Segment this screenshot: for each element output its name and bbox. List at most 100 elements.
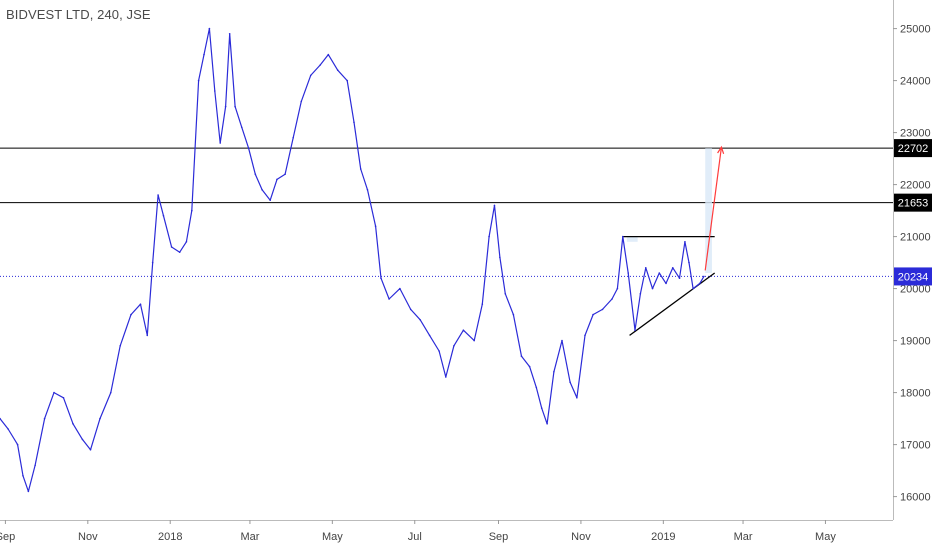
projection-arrow-line <box>704 147 723 271</box>
price-data-point <box>592 313 594 316</box>
time-tick-label: Sep <box>0 531 15 543</box>
price-data-point <box>627 272 630 274</box>
price-data-point <box>327 53 330 56</box>
price-tick-label: 17000 <box>900 440 931 452</box>
price-data-point <box>409 308 412 311</box>
price-data-point <box>374 225 377 227</box>
chart-title: BIDVEST LTD, 240, JSE <box>6 7 151 22</box>
price-data-point <box>309 74 312 77</box>
price-data-point <box>119 345 122 347</box>
price-series-line <box>0 28 705 492</box>
price-data-point <box>16 443 19 446</box>
chart-axes <box>0 0 894 521</box>
price-data-point <box>139 303 142 306</box>
price-data-point <box>89 449 92 451</box>
price-data-point <box>703 275 705 278</box>
price-data-point <box>109 391 112 394</box>
price-data-point <box>366 189 369 191</box>
price-label-box <box>894 139 932 158</box>
price-data-point <box>170 246 173 248</box>
time-tick-label: Mar <box>734 531 753 543</box>
price-scale[interactable]: 16000 17000 18000 19000 20000 21000 22000 23000… <box>893 24 931 504</box>
price-data-point <box>162 215 165 217</box>
price-data-point <box>284 173 286 175</box>
price-data-point <box>197 79 200 82</box>
price-data-point <box>540 407 543 410</box>
highlight-box <box>626 236 638 242</box>
price-data-point <box>616 287 619 290</box>
price-tick-label: 25000 <box>900 24 931 36</box>
price-data-point <box>388 298 390 300</box>
price-tick-label: 20000 <box>900 284 931 296</box>
price-data-point <box>157 194 159 196</box>
price-data-point <box>473 339 475 342</box>
price-data-point <box>644 267 647 269</box>
price-data-point <box>584 334 586 337</box>
time-tick-label: 2019 <box>651 531 675 543</box>
price-data-point <box>561 339 563 342</box>
price-data-point <box>178 251 181 253</box>
price-data-point <box>34 464 36 467</box>
price-data-point <box>254 173 257 175</box>
price-data-point <box>488 235 490 238</box>
time-tick-label: Jul <box>408 531 422 543</box>
price-data-point <box>684 241 686 243</box>
time-tick-label: 2018 <box>158 531 182 543</box>
price-data-point <box>438 350 440 352</box>
price-data-point <box>419 319 421 321</box>
price-data-point <box>219 142 222 144</box>
price-data-point <box>353 121 355 123</box>
price-data-point <box>359 168 362 170</box>
price-data-point <box>214 90 216 92</box>
price-data-point <box>276 178 278 181</box>
price-data-point <box>99 417 101 420</box>
time-tick-label: Mar <box>240 531 259 543</box>
price-data-point <box>528 365 531 368</box>
price-tick-label: 18000 <box>900 388 931 400</box>
price-label-text: 21653 <box>898 198 929 210</box>
price-data-point <box>185 241 188 243</box>
price-data-point <box>453 345 455 347</box>
price-data-point <box>493 204 496 207</box>
price-data-point <box>247 147 250 149</box>
price-data-point <box>292 137 294 139</box>
price-data-point <box>499 256 501 259</box>
price-data-point <box>546 423 548 425</box>
price-data-point <box>671 267 674 269</box>
price-data-point <box>130 313 132 316</box>
price-data-point <box>346 79 349 82</box>
price-data-point <box>241 126 243 129</box>
price-data-point <box>0 417 1 420</box>
price-data-point <box>601 308 604 311</box>
price-data-point <box>72 423 74 425</box>
horizontal-levels[interactable] <box>0 147 893 277</box>
price-data-point <box>27 490 30 493</box>
price-data-point <box>191 209 193 212</box>
price-label-text: 22702 <box>898 143 929 155</box>
price-data-point <box>146 334 149 337</box>
time-scale[interactable]: Sep Nov 2018 Mar May Jul Sep Nov 2019 Mar May <box>0 520 836 543</box>
price-data-point <box>576 397 578 399</box>
price-data-point <box>399 287 401 290</box>
current-price-label-box <box>894 267 932 286</box>
price-data-point <box>535 386 538 389</box>
price-data-point <box>22 475 24 477</box>
price-data-point <box>62 397 65 399</box>
price-data-point <box>651 287 654 290</box>
current-price-label-text: 20234 <box>898 271 929 283</box>
price-data-point <box>81 438 84 441</box>
price-data-point <box>53 391 55 394</box>
price-data-point <box>43 417 46 420</box>
time-tick-label: Sep <box>489 531 509 543</box>
price-data-point <box>428 334 431 337</box>
price-data-point <box>234 105 236 108</box>
price-data-point <box>665 282 667 285</box>
price-data-point <box>261 189 263 191</box>
price-data-point <box>208 27 211 30</box>
price-data-point <box>300 100 303 103</box>
price-data-point <box>622 235 624 238</box>
price-data-point <box>224 105 227 108</box>
price-data-point <box>634 329 636 332</box>
projection-arrow-head <box>717 145 725 154</box>
